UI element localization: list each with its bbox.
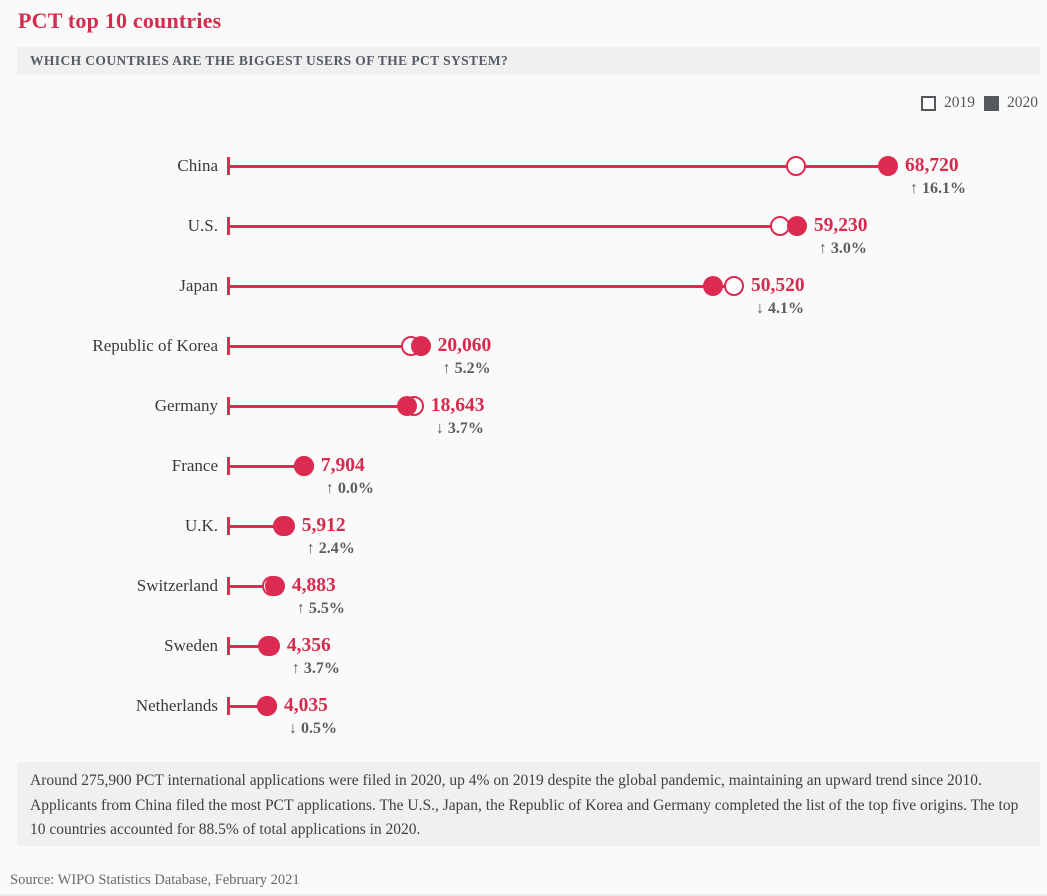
dot-2020 — [703, 276, 724, 296]
dumbbell-line — [228, 584, 275, 588]
change-pct-label: ↑ 5.2% — [442, 360, 491, 377]
axis-start-tick — [227, 397, 230, 415]
chart-legend: 2019 2020 — [921, 92, 1038, 114]
change-pct-label: ↑ 0.0% — [325, 480, 374, 497]
country-label: U.K. — [184, 516, 218, 535]
value-2020-label: 7,904 — [320, 455, 365, 476]
filled-square-icon — [984, 95, 999, 111]
value-2020-label: 18,643 — [430, 395, 485, 416]
dumbbell-line — [228, 644, 270, 648]
change-pct-label: ↑ 16.1% — [910, 180, 966, 197]
legend-item-2019: 2019 — [921, 94, 975, 112]
change-pct-label: ↓ 3.7% — [435, 420, 484, 437]
country-label: Sweden — [164, 636, 218, 655]
change-pct-label: ↓ 4.1% — [755, 300, 804, 317]
dot-2020 — [259, 636, 280, 656]
bottom-rule — [0, 894, 1047, 896]
change-pct-label: ↓ 0.5% — [288, 720, 337, 737]
axis-start-tick — [227, 577, 230, 595]
dumbbell-line — [228, 164, 888, 168]
value-2020-label: 68,720 — [905, 155, 959, 176]
country-label: Republic of Korea — [92, 336, 218, 355]
change-pct-label: ↑ 5.5% — [296, 600, 345, 617]
dot-2020 — [293, 456, 314, 476]
dumbbell-line — [228, 344, 421, 348]
open-square-icon — [921, 95, 936, 111]
page-title: PCT top 10 countries — [18, 8, 222, 33]
axis-start-tick — [227, 217, 230, 235]
country-label: U.S. — [187, 216, 218, 235]
legend-item-2020: 2020 — [984, 94, 1038, 112]
dot-2020 — [410, 336, 431, 356]
value-2020-label: 4,883 — [291, 575, 336, 596]
axis-start-tick — [227, 517, 230, 535]
value-2020-label: 20,060 — [437, 335, 492, 356]
axis-start-tick — [227, 637, 230, 655]
source-line: Source: WIPO Statistics Database, Februa… — [10, 872, 300, 888]
country-label: Japan — [179, 276, 218, 295]
axis-start-tick — [227, 697, 230, 715]
legend-label: 2020 — [1007, 94, 1038, 111]
dumbbell-line — [228, 404, 414, 408]
value-2020-label: 5,912 — [301, 515, 346, 536]
country-label: Netherlands — [135, 696, 218, 715]
question-bar: WHICH COUNTRIES ARE THE BIGGEST USERS OF… — [17, 47, 1040, 75]
axis-start-tick — [227, 457, 230, 475]
dumbbell-line — [228, 704, 267, 708]
dumbbell-line — [228, 464, 304, 468]
dot-2020 — [786, 216, 807, 236]
value-2020-label: 4,035 — [283, 695, 328, 716]
dot-2020 — [397, 396, 418, 416]
value-2020-label: 50,520 — [750, 275, 805, 296]
legend-label: 2019 — [944, 94, 975, 111]
footnote-panel: Around 275,900 PCT international applica… — [17, 762, 1040, 846]
dot-2020 — [256, 696, 277, 716]
dumbbell-line — [228, 524, 285, 528]
country-label: China — [177, 156, 218, 175]
dumbbell-line — [228, 224, 797, 228]
country-label: France — [171, 456, 218, 475]
dot-2020 — [878, 156, 898, 176]
country-label: Switzerland — [136, 576, 218, 595]
axis-start-tick — [227, 277, 230, 295]
dot-2020 — [274, 516, 295, 536]
value-2020-label: 4,356 — [286, 635, 331, 656]
axis-start-tick — [227, 337, 230, 355]
country-label: Germany — [154, 396, 218, 415]
dot-2019 — [786, 156, 807, 176]
dot-2020 — [264, 576, 285, 596]
change-pct-label: ↑ 3.0% — [818, 240, 867, 257]
change-pct-label: ↑ 3.7% — [291, 660, 340, 677]
footnote-text: Around 275,900 PCT international applica… — [30, 772, 1019, 838]
dumbbell-chart: China 68,720 ↑ 16.1% U.S. 59,230 ↑ 3.0% Japan 5… — [0, 136, 1047, 737]
dumbbell-line — [228, 284, 734, 288]
axis-start-tick — [227, 157, 230, 175]
value-2020-label: 59,230 — [813, 215, 868, 236]
change-pct-label: ↑ 2.4% — [306, 540, 355, 557]
question-text: WHICH COUNTRIES ARE THE BIGGEST USERS OF… — [30, 53, 509, 68]
dot-2019 — [723, 276, 744, 296]
